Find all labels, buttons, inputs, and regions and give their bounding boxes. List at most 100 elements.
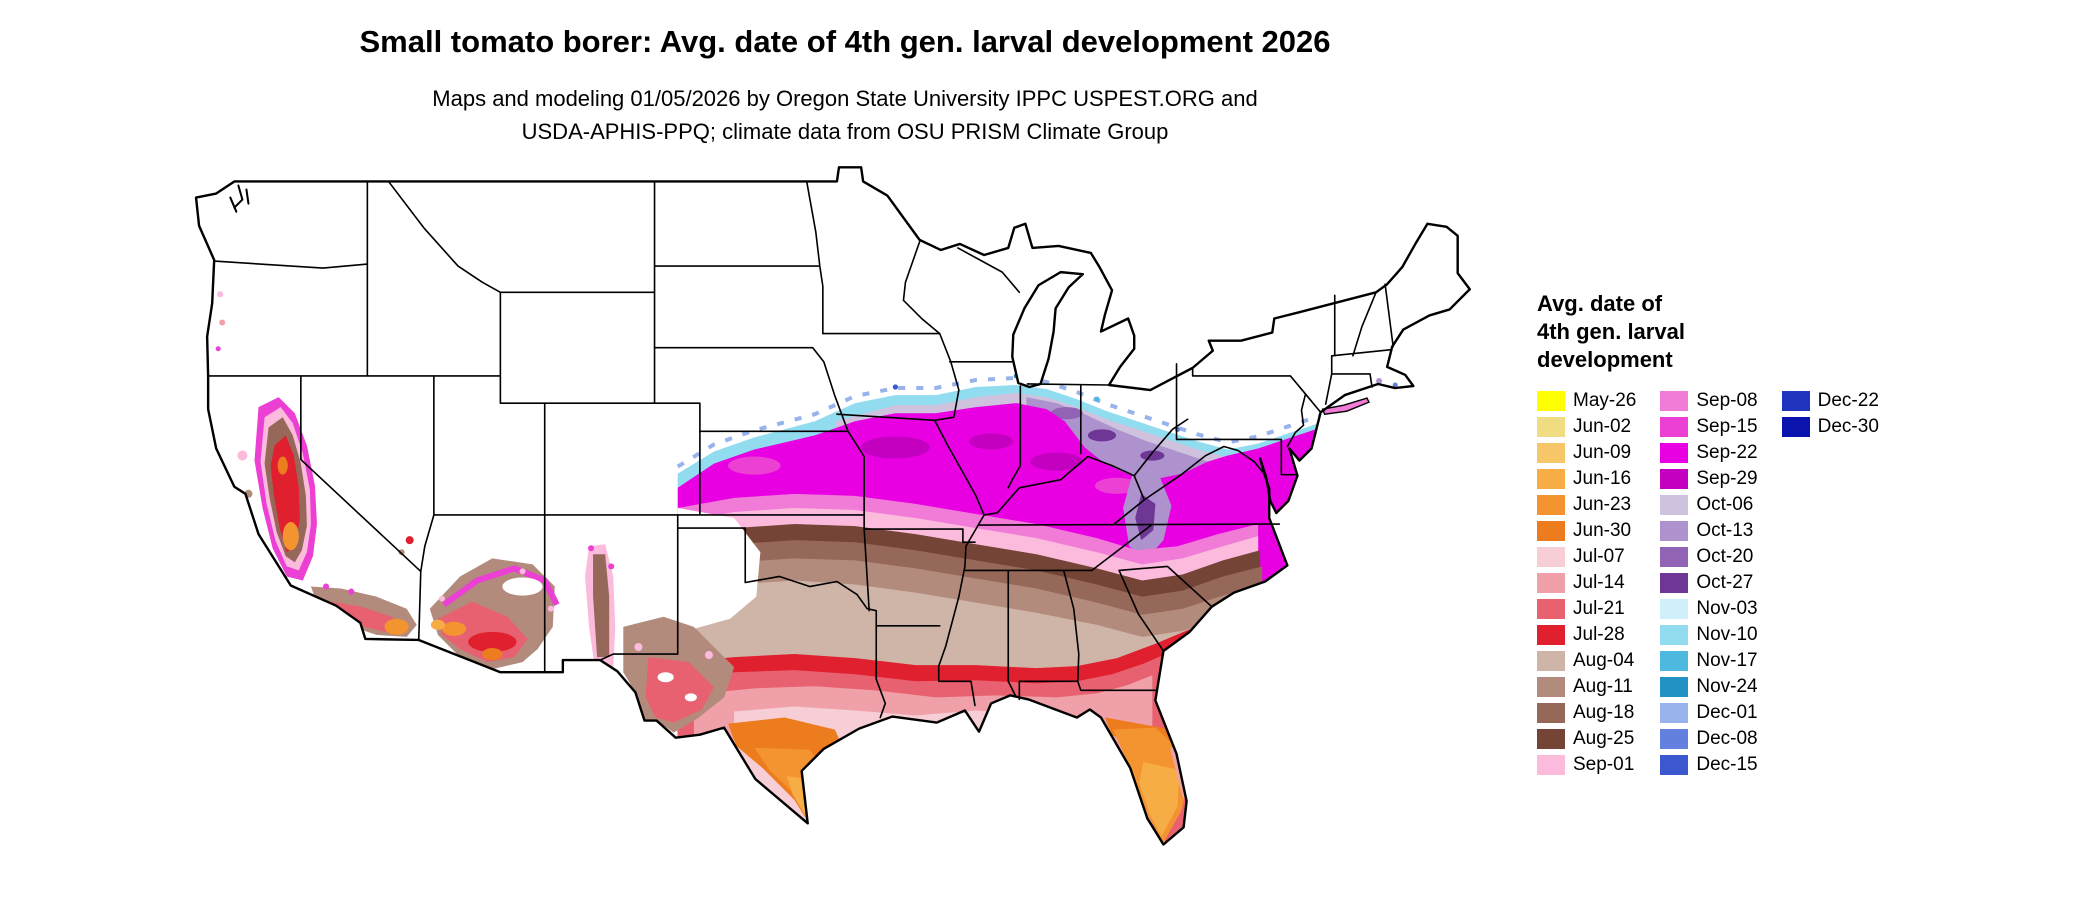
- legend-label: Oct-06: [1696, 494, 1754, 515]
- subtitle-line-1: Maps and modeling 01/05/2026 by Oregon S…: [432, 86, 1258, 111]
- legend-swatch: [1781, 391, 1810, 411]
- legend-item: Jun-16: [1537, 466, 1636, 492]
- legend-label: Sep-08: [1696, 390, 1758, 411]
- legend-swatch: [1537, 625, 1565, 645]
- legend-item: Jun-09: [1537, 440, 1636, 466]
- legend-swatch: [1537, 755, 1565, 775]
- legend-label: Oct-13: [1696, 520, 1754, 541]
- legend-label: Dec-22: [1817, 390, 1879, 411]
- legend-label: Jun-16: [1573, 468, 1632, 489]
- legend-label: Sep-22: [1696, 442, 1758, 463]
- legend-label: Nov-24: [1696, 676, 1758, 697]
- legend-item: Dec-01: [1660, 700, 1758, 726]
- legend-swatch: [1537, 547, 1565, 567]
- legend-item: Sep-01: [1537, 752, 1636, 778]
- legend-swatch: [1660, 573, 1689, 593]
- legend-swatch: [1660, 495, 1689, 515]
- legend-label: Jun-23: [1573, 494, 1632, 515]
- legend-item: Aug-04: [1537, 648, 1636, 674]
- legend-item: Sep-08: [1660, 388, 1758, 414]
- legend-label: Jun-30: [1573, 520, 1632, 541]
- legend-label: Jun-09: [1573, 442, 1632, 463]
- legend-swatch: [1537, 391, 1565, 411]
- legend-label: Sep-29: [1696, 468, 1758, 489]
- legend-label: Aug-04: [1573, 650, 1635, 671]
- legend-label: Oct-20: [1696, 546, 1754, 567]
- legend-label: Aug-25: [1573, 728, 1635, 749]
- legend-swatch: [1660, 521, 1689, 541]
- legend-title-line-2: 4th gen. larval: [1537, 319, 1685, 344]
- legend-item: Sep-22: [1660, 440, 1758, 466]
- legend-swatch: [1537, 469, 1565, 489]
- legend-item: Nov-24: [1660, 674, 1758, 700]
- subtitle-line-2: USDA-APHIS-PPQ; climate data from OSU PR…: [521, 119, 1169, 144]
- legend-label: Jul-28: [1573, 624, 1625, 645]
- legend-label: May-26: [1573, 390, 1637, 411]
- legend-label: Sep-01: [1573, 754, 1635, 775]
- legend-title-line-1: Avg. date of: [1537, 291, 1663, 316]
- legend-label: Aug-18: [1573, 702, 1635, 723]
- legend-item: Aug-11: [1537, 674, 1636, 700]
- legend-label: Jul-07: [1573, 546, 1625, 567]
- map-long-island: [1321, 397, 1370, 415]
- legend-item: May-26: [1537, 388, 1636, 414]
- legend-item: Sep-29: [1660, 466, 1758, 492]
- legend-item: Jun-30: [1537, 518, 1636, 544]
- legend-swatch: [1537, 443, 1565, 463]
- legend-swatch: [1537, 573, 1565, 593]
- legend-swatch: [1660, 703, 1689, 723]
- legend-item: Jun-23: [1537, 492, 1636, 518]
- legend-swatch: [1660, 755, 1689, 775]
- legend-swatch: [1537, 703, 1565, 723]
- map-state-borders: [207, 180, 1394, 719]
- legend-columns: May-26 Jun-02 Jun-09 Jun-16 Jun-23 Jun-30 Jul-…: [1537, 388, 2097, 778]
- legend-label: Oct-27: [1696, 572, 1754, 593]
- legend-swatch: [1537, 417, 1565, 437]
- legend-item: Jul-28: [1537, 622, 1636, 648]
- legend-label: Nov-17: [1696, 650, 1758, 671]
- legend-swatch: [1660, 417, 1689, 437]
- legend-swatch: [1660, 443, 1689, 463]
- legend-item: Oct-20: [1660, 544, 1757, 570]
- legend-swatch: [1537, 599, 1565, 619]
- legend-label: Dec-08: [1696, 728, 1758, 749]
- page-title: Small tomato borer: Avg. date of 4th gen…: [359, 24, 1331, 59]
- legend-column: Sep-08 Sep-15 Sep-22 Sep-29 Oct-06 Oct-13 Oct-…: [1660, 388, 1758, 778]
- us-map: [194, 166, 1471, 846]
- legend-item: Aug-25: [1537, 726, 1636, 752]
- legend-swatch: [1537, 521, 1565, 541]
- legend-label: Jun-02: [1573, 416, 1632, 437]
- legend-item: Oct-13: [1660, 518, 1757, 544]
- legend-label: Nov-10: [1696, 624, 1758, 645]
- legend: Avg. date of 4th gen. larval development…: [1537, 290, 2097, 778]
- legend-swatch: [1660, 625, 1689, 645]
- legend-swatch: [1660, 391, 1689, 411]
- page-subtitle: Maps and modeling 01/05/2026 by Oregon S…: [0, 82, 1690, 148]
- legend-item: Nov-03: [1660, 596, 1758, 622]
- legend-item: Dec-22: [1781, 388, 1879, 414]
- legend-column: Dec-22 Dec-30: [1781, 388, 1879, 440]
- legend-item: Dec-30: [1781, 414, 1879, 440]
- legend-swatch: [1537, 677, 1565, 697]
- legend-swatch: [1660, 469, 1689, 489]
- legend-title-line-3: development: [1537, 347, 1673, 372]
- legend-label: Jul-21: [1573, 598, 1625, 619]
- legend-swatch: [1660, 599, 1689, 619]
- legend-swatch: [1781, 417, 1810, 437]
- legend-label: Aug-11: [1573, 676, 1633, 697]
- legend-swatch: [1660, 547, 1689, 567]
- legend-item: Nov-10: [1660, 622, 1758, 648]
- legend-label: Dec-15: [1696, 754, 1758, 775]
- legend-item: Oct-06: [1660, 492, 1757, 518]
- map-outline: [194, 166, 1471, 846]
- legend-swatch: [1660, 729, 1689, 749]
- legend-label: Nov-03: [1696, 598, 1758, 619]
- legend-swatch: [1537, 495, 1565, 515]
- us-map-container: [190, 135, 1500, 897]
- legend-item: Dec-08: [1660, 726, 1758, 752]
- legend-label: Sep-15: [1696, 416, 1758, 437]
- legend-label: Dec-30: [1817, 416, 1879, 437]
- legend-item: Nov-17: [1660, 648, 1758, 674]
- legend-item: Jun-02: [1537, 414, 1636, 440]
- legend-label: Dec-01: [1696, 702, 1758, 723]
